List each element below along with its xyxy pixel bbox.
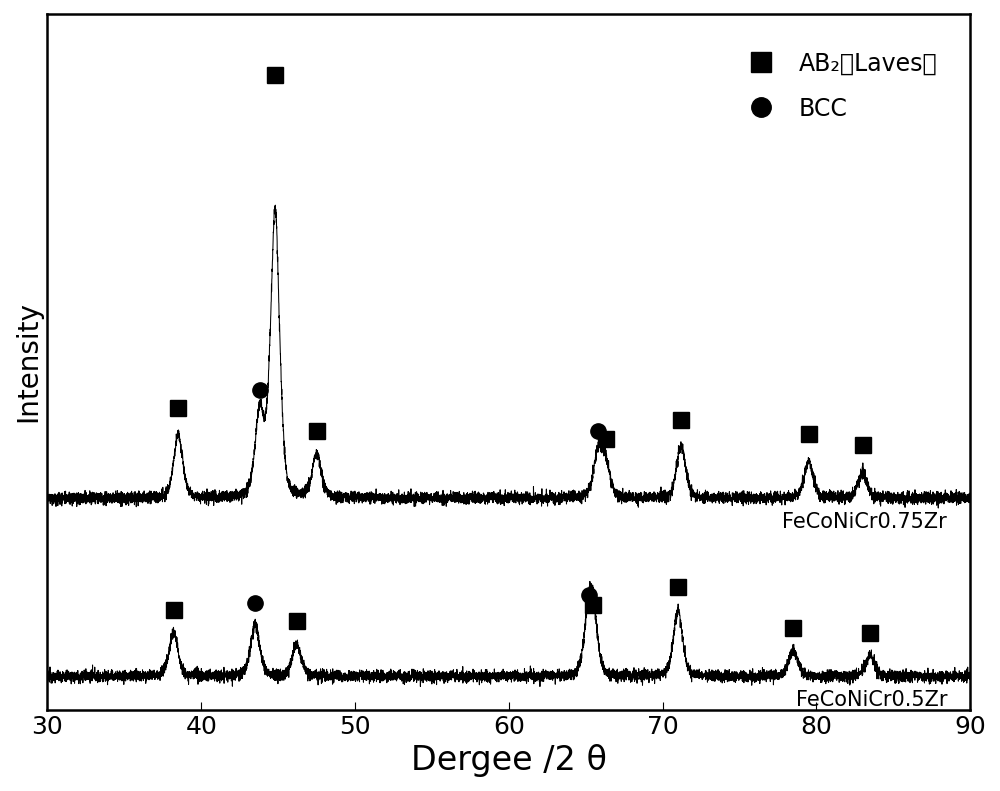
Legend: AB₂型Laves相, BCC: AB₂型Laves相, BCC <box>726 40 949 132</box>
Text: FeCoNiCr0.75Zr: FeCoNiCr0.75Zr <box>782 512 947 532</box>
X-axis label: Dergee /2 θ: Dergee /2 θ <box>411 744 607 777</box>
Text: FeCoNiCr0.5Zr: FeCoNiCr0.5Zr <box>796 690 947 710</box>
Y-axis label: Intensity: Intensity <box>14 301 42 422</box>
